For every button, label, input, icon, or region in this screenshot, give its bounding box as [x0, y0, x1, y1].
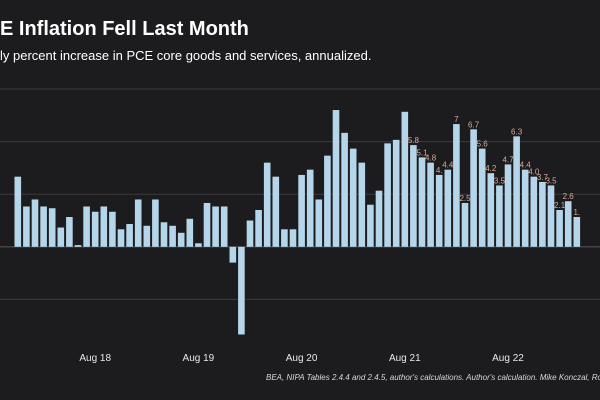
- data-label: 4.8: [425, 154, 437, 163]
- bar: [195, 243, 202, 247]
- bar: [134, 199, 142, 247]
- data-label: 2.1: [554, 201, 566, 210]
- data-label: 5.1: [416, 148, 428, 157]
- bar: [435, 174, 443, 247]
- bar: [83, 206, 90, 247]
- bar: [547, 185, 555, 247]
- data-label: 4.7: [502, 155, 514, 164]
- data-label: 1.: [573, 208, 580, 217]
- bar: [246, 220, 254, 247]
- bar: [298, 174, 305, 247]
- chart-subtitle: ly percent increase in PCE core goods an…: [0, 48, 372, 63]
- data-label: 4.0: [528, 168, 540, 177]
- bar: [487, 173, 495, 247]
- bar: [513, 136, 520, 247]
- source-note: BEA, NIPA Tables 2.4.4 and 2.4.5, author…: [266, 373, 600, 382]
- bar: [453, 124, 460, 247]
- data-label: 3.7: [537, 173, 549, 182]
- data-label: 4.4: [520, 161, 532, 170]
- bar: [315, 199, 323, 247]
- bar: [109, 211, 116, 247]
- bar: [48, 208, 56, 247]
- bar: [341, 132, 348, 247]
- bar: [539, 181, 546, 247]
- bar: [74, 245, 82, 247]
- bar: [100, 206, 108, 247]
- bar: [444, 169, 452, 247]
- x-tick-label: Aug 18: [79, 353, 111, 364]
- bar: [324, 155, 331, 247]
- data-label: 4.2: [485, 164, 497, 173]
- bar: [203, 202, 211, 247]
- bar: [238, 246, 245, 335]
- bar: [23, 206, 30, 247]
- data-label: 2.5: [459, 194, 471, 203]
- bar: [349, 148, 357, 247]
- bar: [427, 162, 434, 247]
- bar: [496, 185, 503, 247]
- bar: [289, 229, 297, 247]
- bar: [521, 169, 529, 247]
- bar: [410, 145, 417, 247]
- bar: [530, 176, 538, 247]
- bar: [186, 218, 194, 247]
- data-label: 4.: [436, 166, 443, 175]
- data-label: 7: [454, 115, 459, 124]
- bar: [40, 206, 47, 247]
- bar: [478, 148, 486, 247]
- bar: [564, 201, 572, 247]
- bar: [57, 227, 65, 247]
- x-tick-label: Aug 19: [183, 353, 215, 364]
- x-tick-label: Aug 21: [389, 353, 421, 364]
- data-label: 5.8: [408, 136, 420, 145]
- bar: [332, 110, 340, 247]
- bar: [306, 169, 314, 247]
- bar: [418, 157, 426, 247]
- chart-title: E Inflation Fell Last Month: [0, 18, 249, 40]
- bar: [126, 224, 133, 247]
- bar: [91, 211, 99, 247]
- bar: [143, 225, 151, 247]
- data-label: 6.3: [511, 127, 523, 136]
- bar: [556, 209, 563, 247]
- bar: [461, 202, 469, 247]
- bars: [14, 110, 581, 335]
- bar: [573, 217, 581, 247]
- bar: [358, 162, 366, 247]
- bar: [255, 209, 262, 247]
- bar: [504, 164, 512, 247]
- bar: [229, 246, 237, 263]
- bar: [367, 204, 374, 247]
- data-label: 2.6: [563, 192, 575, 201]
- data-label: 4.4: [442, 161, 454, 170]
- bar: [281, 229, 288, 247]
- bar: [14, 176, 22, 247]
- bar: [177, 232, 185, 247]
- bar: [220, 206, 228, 247]
- bar: [152, 199, 159, 247]
- bar: [117, 229, 125, 247]
- bar: [470, 129, 477, 247]
- bar: [401, 111, 409, 247]
- bar: [384, 143, 391, 247]
- data-label: 3.5: [545, 176, 557, 185]
- data-label: 5.6: [477, 140, 489, 149]
- x-tick-label: Aug 20: [286, 353, 318, 364]
- bar: [272, 176, 280, 247]
- bar: [31, 199, 39, 247]
- bar: [392, 139, 400, 247]
- bar: [375, 190, 383, 247]
- x-tick-label: Aug 22: [492, 353, 524, 364]
- bar: [263, 162, 271, 247]
- bar: [160, 222, 168, 247]
- bar: [212, 206, 219, 247]
- bar: [66, 217, 73, 247]
- data-label: 6.7: [468, 120, 480, 129]
- data-label: 3.5: [494, 176, 506, 185]
- data-labels: 5.85.14.84.4.472.56.75.64.23.54.76.34.44…: [408, 115, 580, 217]
- bar: [169, 225, 176, 247]
